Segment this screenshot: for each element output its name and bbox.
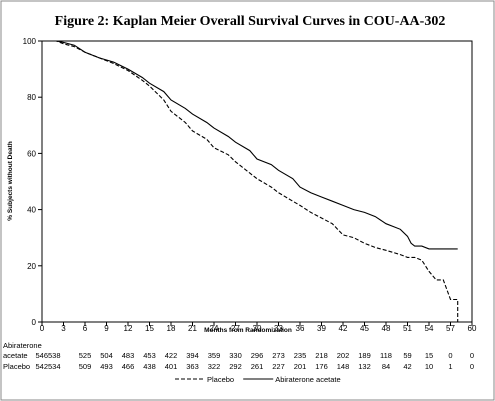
risk-count: 363 [186, 362, 199, 371]
risk-count: 132 [358, 362, 371, 371]
y-axis: 0 20 40 60 80 100 [23, 37, 42, 327]
x-tick-label: 48 [382, 324, 391, 333]
risk-count: 0 [470, 351, 474, 360]
risk-count: 273 [272, 351, 285, 360]
curve-placebo [42, 40, 459, 322]
x-tick-label: 45 [360, 324, 369, 333]
risk-count: 509 [79, 362, 92, 371]
x-tick-label: 39 [317, 324, 326, 333]
y-tick-label: 80 [27, 93, 36, 102]
x-tick-label: 36 [296, 324, 305, 333]
x-tick-label: 12 [124, 324, 133, 333]
risk-count: 504 [100, 351, 113, 360]
risk-count: 201 [294, 362, 307, 371]
risk-count: 189 [358, 351, 371, 360]
x-tick-label: 33 [274, 324, 283, 333]
legend: Placebo Abiraterone acetate [175, 375, 341, 384]
number-at-risk-table: Abiraterone acetate 546538 525 504 483 453 422… [3, 341, 474, 371]
risk-count: 359 [208, 351, 221, 360]
risk-count: 1 [448, 362, 452, 371]
risk-count: 261 [251, 362, 264, 371]
curve-abiraterone-acetate [42, 40, 458, 250]
risk-count: 330 [229, 351, 242, 360]
risk-count: 466 [122, 362, 135, 371]
risk-count: 15 [425, 351, 433, 360]
risk-count: 202 [337, 351, 350, 360]
risk-count: 493 [100, 362, 113, 371]
x-tick-label: 27 [231, 324, 240, 333]
y-tick-label: 60 [27, 149, 36, 158]
x-tick-label: 0 [40, 324, 45, 333]
risk-count: 401 [165, 362, 178, 371]
x-tick-label: 51 [403, 324, 412, 333]
risk-count: 296 [251, 351, 264, 360]
risk-table-header: Abiraterone [3, 341, 42, 350]
x-tick-label: 15 [145, 324, 154, 333]
risk-count: 84 [382, 362, 390, 371]
x-tick-label: 6 [83, 324, 88, 333]
risk-count: 322 [208, 362, 221, 371]
x-tick-label: 21 [188, 324, 197, 333]
risk-count: 0 [470, 362, 474, 371]
risk-count: 292 [229, 362, 242, 371]
legend-label: Abiraterone acetate [275, 375, 340, 384]
risk-count: 453 [143, 351, 156, 360]
x-tick-label: 9 [104, 324, 109, 333]
risk-count: 0 [448, 351, 452, 360]
y-axis-label: % Subjects without Death [7, 141, 14, 220]
risk-count: 394 [186, 351, 199, 360]
risk-count: 546538 [35, 351, 60, 360]
risk-count: 176 [315, 362, 328, 371]
x-tick-label: 24 [210, 324, 219, 333]
risk-count: 42 [403, 362, 411, 371]
risk-count: 422 [165, 351, 178, 360]
risk-count: 483 [122, 351, 135, 360]
risk-count: 218 [315, 351, 328, 360]
risk-count: 438 [143, 362, 156, 371]
x-axis-label: Months from Randomization [204, 327, 292, 334]
x-axis: 0 3 6 9 12 15 18 21 24 27 30 33 36 39 42 45 48 51 54 57 60 [40, 322, 477, 333]
y-tick-label: 0 [32, 318, 37, 327]
y-tick-label: 20 [27, 262, 36, 271]
x-tick-label: 57 [446, 324, 455, 333]
risk-count: 235 [294, 351, 307, 360]
x-tick-label: 60 [468, 324, 477, 333]
legend-label: Placebo [207, 375, 234, 384]
risk-count: 525 [79, 351, 92, 360]
x-tick-label: 3 [61, 324, 66, 333]
x-tick-label: 30 [253, 324, 262, 333]
survival-curves [42, 40, 459, 322]
risk-count: 542534 [35, 362, 60, 371]
risk-row-label: Placebo [3, 362, 30, 371]
risk-count: 227 [272, 362, 285, 371]
y-tick-label: 40 [27, 206, 36, 215]
risk-count: 59 [403, 351, 411, 360]
risk-count: 148 [337, 362, 350, 371]
x-tick-label: 54 [425, 324, 434, 333]
risk-row-label: acetate [3, 351, 28, 360]
x-tick-label: 18 [167, 324, 176, 333]
x-tick-label: 42 [339, 324, 348, 333]
risk-count: 118 [380, 351, 392, 360]
risk-count: 10 [425, 362, 433, 371]
figure-title: Figure 2: Kaplan Meier Overall Survival … [55, 14, 446, 29]
y-tick-label: 100 [23, 37, 37, 46]
